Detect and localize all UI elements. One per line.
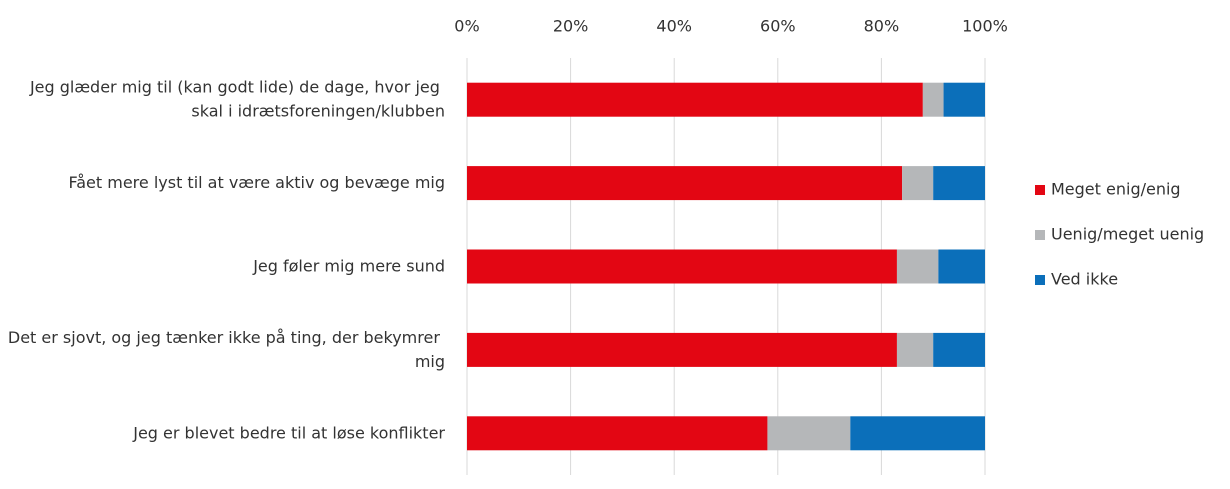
bar-segment [467, 249, 897, 284]
bar-segment [938, 249, 985, 284]
x-tick-label: 0% [454, 17, 479, 36]
bar-segment [767, 416, 851, 451]
x-tick-label: 100% [962, 17, 1008, 36]
legend-label: Meget enig/enig [1051, 180, 1181, 199]
y-tick-label: Fået mere lyst til at være aktiv og bevæ… [68, 173, 445, 192]
bar-segment [922, 82, 944, 117]
bar-segment [896, 332, 934, 367]
x-tick-label: 40% [656, 17, 692, 36]
y-tick-label: Jeg glæder mig til (kan godt lide) de da… [29, 77, 445, 120]
legend-label: Ved ikke [1051, 270, 1118, 289]
bar-segment [943, 82, 985, 117]
x-tick-label: 80% [864, 17, 900, 36]
bar-segment [896, 249, 939, 284]
bar-segment [933, 166, 985, 201]
bar-segment [850, 416, 985, 451]
x-tick-label: 60% [760, 17, 796, 36]
bar-segment [902, 166, 934, 201]
legend-swatch [1035, 230, 1045, 240]
legend-swatch [1035, 275, 1045, 285]
bar-segment [933, 332, 985, 367]
y-tick-label: Jeg føler mig mere sund [252, 256, 445, 275]
bar-segment [467, 82, 923, 117]
bar-segment [467, 416, 768, 451]
legend-label: Uenig/meget uenig [1051, 225, 1204, 244]
x-tick-label: 20% [553, 17, 589, 36]
legend-swatch [1035, 185, 1045, 195]
bar-segment [467, 166, 903, 201]
y-tick-label: Det er sjovt, og jeg tænker ikke på ting… [8, 327, 445, 370]
y-tick-label: Jeg er blevet bedre til at løse konflikt… [132, 423, 445, 442]
bar-segment [467, 332, 897, 367]
